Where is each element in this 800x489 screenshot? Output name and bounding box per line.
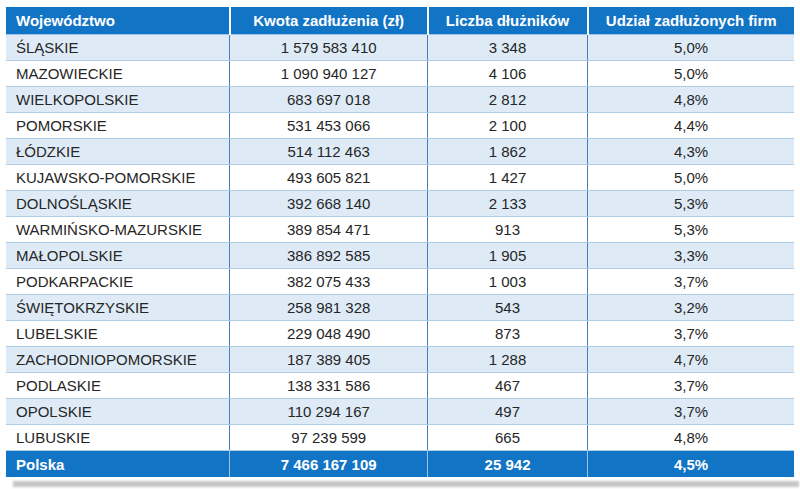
cell-liczba: 1 427	[428, 165, 588, 191]
table-row: MAZOWIECKIE 1 090 940 127 4 106 5,0%	[6, 61, 794, 87]
cell-kwota: 493 605 821	[230, 165, 428, 191]
cell-udzial: 4,4%	[588, 113, 794, 139]
cell-udzial: 3,7%	[588, 269, 794, 295]
table-row: ŁÓDZKIE 514 112 463 1 862 4,3%	[6, 139, 794, 165]
cell-udzial: 5,0%	[588, 35, 794, 61]
table-row: ŚWIĘTOKRZYSKIE 258 981 328 543 3,2%	[6, 295, 794, 321]
cell-udzial: 4,7%	[588, 347, 794, 373]
page: Województwo Kwota zadłużenia (zł) Liczba…	[0, 0, 800, 489]
cell-liczba: 3 348	[428, 35, 588, 61]
cell-wojewodztwo: PODKARPACKIE	[6, 269, 230, 295]
cell-kwota: 1 579 583 410	[230, 35, 428, 61]
cell-kwota: 138 331 586	[230, 373, 428, 399]
cell-udzial: 3,7%	[588, 399, 794, 425]
cell-kwota: 514 112 463	[230, 139, 428, 165]
cell-udzial: 5,3%	[588, 217, 794, 243]
table-row: LUBELSKIE 229 048 490 873 3,7%	[6, 321, 794, 347]
cell-kwota: 389 854 471	[230, 217, 428, 243]
cell-udzial: 3,3%	[588, 243, 794, 269]
cell-kwota: 392 668 140	[230, 191, 428, 217]
cell-kwota: 258 981 328	[230, 295, 428, 321]
cell-udzial: 5,0%	[588, 165, 794, 191]
cell-liczba: 1 003	[428, 269, 588, 295]
table-drop-shadow	[13, 481, 799, 487]
cell-udzial: 3,7%	[588, 373, 794, 399]
cell-wojewodztwo: ŁÓDZKIE	[6, 139, 230, 165]
cell-liczba: 873	[428, 321, 588, 347]
cell-liczba: 665	[428, 425, 588, 451]
cell-udzial: 4,3%	[588, 139, 794, 165]
column-header-kwota-zadluzenia: Kwota zadłużenia (zł)	[230, 7, 428, 35]
table-row: WARMIŃSKO-MAZURSKIE 389 854 471 913 5,3%	[6, 217, 794, 243]
total-cell-kwota: 7 466 167 109	[230, 451, 428, 478]
header-row: Województwo Kwota zadłużenia (zł) Liczba…	[6, 7, 794, 35]
table-row: OPOLSKIE 110 294 167 497 3,7%	[6, 399, 794, 425]
cell-udzial: 3,7%	[588, 321, 794, 347]
cell-kwota: 97 239 599	[230, 425, 428, 451]
cell-liczba: 913	[428, 217, 588, 243]
cell-kwota: 1 090 940 127	[230, 61, 428, 87]
table-row: ŚLĄSKIE 1 579 583 410 3 348 5,0%	[6, 35, 794, 61]
debt-table-container: Województwo Kwota zadłużenia (zł) Liczba…	[6, 7, 794, 477]
cell-wojewodztwo: WIELKOPOLSKIE	[6, 87, 230, 113]
table-row: LUBUSKIE 97 239 599 665 4,8%	[6, 425, 794, 451]
cell-wojewodztwo: LUBELSKIE	[6, 321, 230, 347]
total-cell-liczba: 25 942	[428, 451, 588, 478]
cell-udzial: 5,3%	[588, 191, 794, 217]
table-footer: Polska 7 466 167 109 25 942 4,5%	[6, 451, 794, 478]
cell-liczba: 2 133	[428, 191, 588, 217]
cell-udzial: 5,0%	[588, 61, 794, 87]
table-row: ZACHODNIOPOMORSKIE 187 389 405 1 288 4,7…	[6, 347, 794, 373]
cell-liczba: 4 106	[428, 61, 588, 87]
cell-wojewodztwo: OPOLSKIE	[6, 399, 230, 425]
cell-wojewodztwo: MAZOWIECKIE	[6, 61, 230, 87]
cell-wojewodztwo: ZACHODNIOPOMORSKIE	[6, 347, 230, 373]
cell-liczba: 1 862	[428, 139, 588, 165]
cell-kwota: 386 892 585	[230, 243, 428, 269]
cell-wojewodztwo: PODLASKIE	[6, 373, 230, 399]
total-cell-udzial: 4,5%	[588, 451, 794, 478]
cell-liczba: 467	[428, 373, 588, 399]
table-row: WIELKOPOLSKIE 683 697 018 2 812 4,8%	[6, 87, 794, 113]
column-header-wojewodztwo: Województwo	[6, 7, 230, 35]
cell-kwota: 110 294 167	[230, 399, 428, 425]
table-row: KUJAWSKO-POMORSKIE 493 605 821 1 427 5,0…	[6, 165, 794, 191]
cell-wojewodztwo: WARMIŃSKO-MAZURSKIE	[6, 217, 230, 243]
cell-liczba: 497	[428, 399, 588, 425]
cell-liczba: 1 288	[428, 347, 588, 373]
cell-kwota: 187 389 405	[230, 347, 428, 373]
cell-kwota: 382 075 433	[230, 269, 428, 295]
table-row: MAŁOPOLSKIE 386 892 585 1 905 3,3%	[6, 243, 794, 269]
cell-wojewodztwo: ŚWIĘTOKRZYSKIE	[6, 295, 230, 321]
column-header-udzial-zadluzonych: Udział zadłużonych firm	[588, 7, 794, 35]
cell-wojewodztwo: ŚLĄSKIE	[6, 35, 230, 61]
cell-kwota: 683 697 018	[230, 87, 428, 113]
total-cell-wojewodztwo: Polska	[6, 451, 230, 478]
column-header-liczba-dluznikow: Liczba dłużników	[428, 7, 588, 35]
table-row: POMORSKIE 531 453 066 2 100 4,4%	[6, 113, 794, 139]
cell-wojewodztwo: POMORSKIE	[6, 113, 230, 139]
cell-udzial: 4,8%	[588, 425, 794, 451]
cell-wojewodztwo: KUJAWSKO-POMORSKIE	[6, 165, 230, 191]
table-row: PODKARPACKIE 382 075 433 1 003 3,7%	[6, 269, 794, 295]
cell-liczba: 1 905	[428, 243, 588, 269]
cell-liczba: 543	[428, 295, 588, 321]
cell-liczba: 2 812	[428, 87, 588, 113]
cell-kwota: 229 048 490	[230, 321, 428, 347]
debt-by-voivodeship-table: Województwo Kwota zadłużenia (zł) Liczba…	[6, 7, 794, 477]
cell-udzial: 3,2%	[588, 295, 794, 321]
table-body: ŚLĄSKIE 1 579 583 410 3 348 5,0% MAZOWIE…	[6, 35, 794, 451]
cell-wojewodztwo: LUBUSKIE	[6, 425, 230, 451]
total-row: Polska 7 466 167 109 25 942 4,5%	[6, 451, 794, 478]
cell-wojewodztwo: DOLNOŚLĄSKIE	[6, 191, 230, 217]
table-row: DOLNOŚLĄSKIE 392 668 140 2 133 5,3%	[6, 191, 794, 217]
cell-udzial: 4,8%	[588, 87, 794, 113]
table-header: Województwo Kwota zadłużenia (zł) Liczba…	[6, 7, 794, 35]
cell-kwota: 531 453 066	[230, 113, 428, 139]
table-row: PODLASKIE 138 331 586 467 3,7%	[6, 373, 794, 399]
cell-liczba: 2 100	[428, 113, 588, 139]
cell-wojewodztwo: MAŁOPOLSKIE	[6, 243, 230, 269]
